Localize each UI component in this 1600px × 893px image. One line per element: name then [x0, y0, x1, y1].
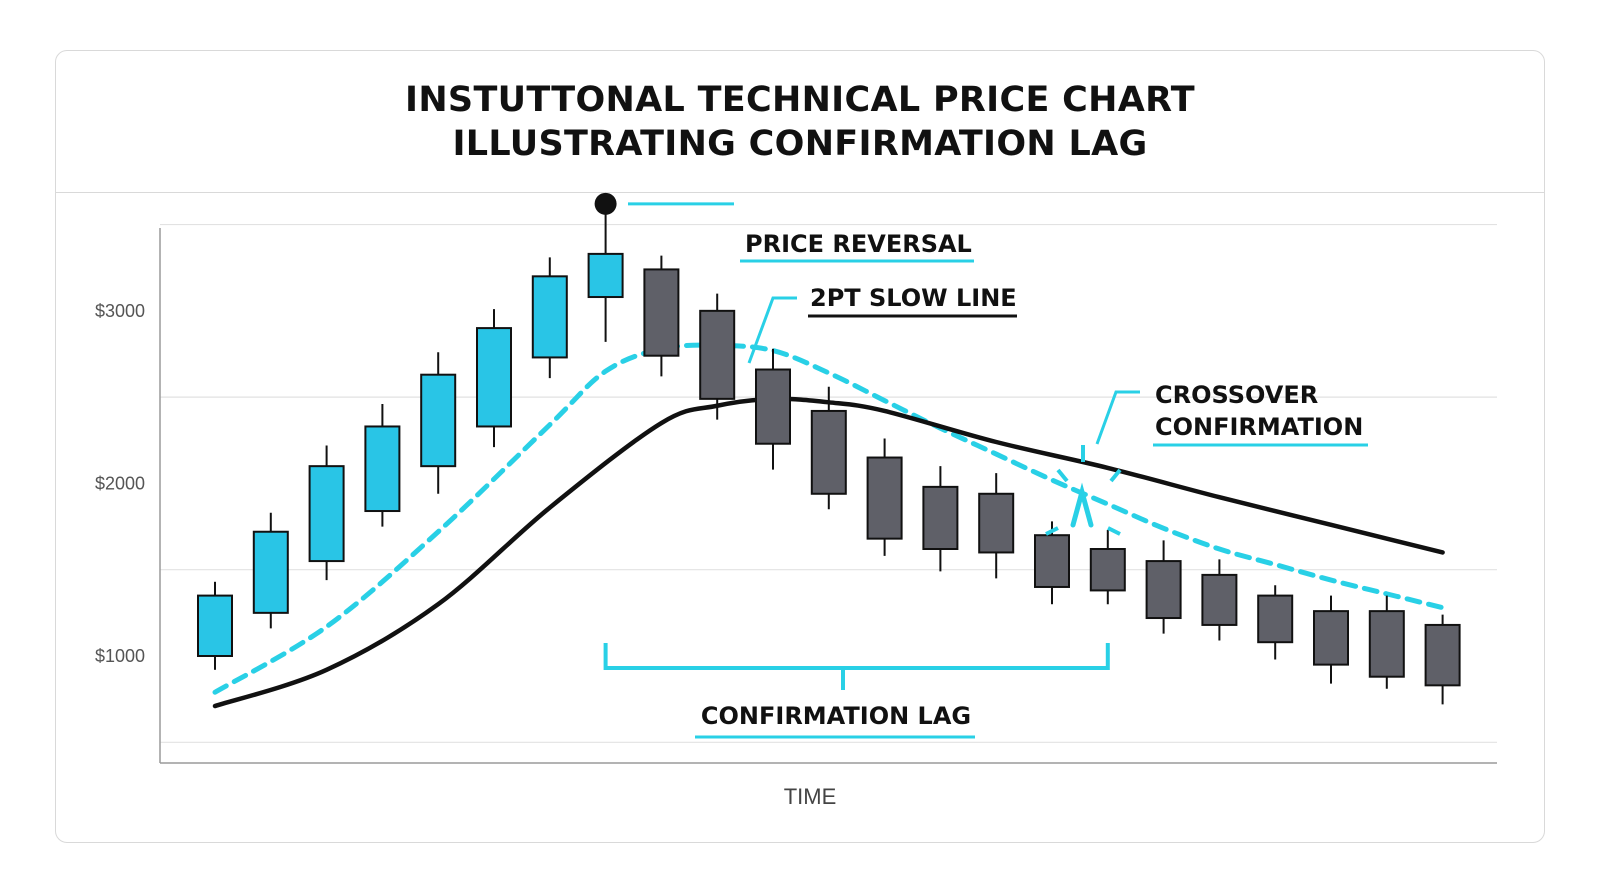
candle-bullish [308, 445, 345, 581]
candle-bearish [866, 438, 903, 556]
candle-bearish [978, 473, 1015, 579]
candle-bearish [1313, 595, 1349, 684]
candle-body [643, 268, 680, 357]
crossover-leader [1095, 390, 1140, 445]
axes [159, 228, 1497, 764]
candle-bearish [1034, 521, 1070, 605]
candle-body [978, 492, 1015, 554]
candle-bearish [699, 293, 736, 420]
confirmation-lag-label: CONFIRMATION LAG [701, 702, 971, 730]
candle-bearish [1424, 614, 1461, 705]
moving-average-lines [212, 342, 1446, 709]
candle-bullish [531, 257, 568, 379]
candle-body [531, 275, 568, 359]
crossover-ray [1045, 526, 1059, 536]
candle-body [866, 456, 903, 540]
candle-body [922, 485, 959, 551]
candlesticks [197, 209, 1461, 705]
crossover-ray [1107, 526, 1121, 536]
candle-body [364, 425, 401, 513]
slow-line-leader [747, 296, 797, 364]
y-tick-label: $2000 [95, 473, 145, 493]
annotations: PRICE REVERSAL 2PT SLOW LINE CROSSOVER CONF… [594, 192, 1368, 739]
candle-bullish [420, 352, 457, 494]
candle-bearish [1201, 559, 1238, 641]
y-tick-label: $3000 [95, 301, 145, 321]
candle-bearish [1145, 540, 1182, 634]
chart-title-line-2: ILLUSTRATING CONFIRMATION LAG [452, 123, 1148, 164]
candle-body [587, 252, 624, 299]
candle-body [1368, 610, 1405, 678]
candle-body [1424, 623, 1461, 687]
candle-bearish [643, 255, 680, 377]
y-tick-label: $1000 [95, 646, 145, 666]
candle-bearish [1257, 585, 1294, 660]
candle-body [1089, 548, 1126, 592]
candle-body [476, 327, 512, 428]
crossover-ray [1109, 468, 1122, 483]
price-reversal-marker [594, 192, 617, 215]
candle-bearish [1089, 530, 1126, 605]
candle-bearish [1368, 595, 1405, 689]
crossover-ray [1056, 468, 1069, 483]
crossover-label: CROSSOVER [1155, 381, 1318, 409]
candle-body [810, 409, 847, 495]
candle-body [420, 373, 457, 468]
candle-body [308, 465, 345, 563]
candle-body [1145, 560, 1182, 620]
candle-body [1034, 534, 1070, 588]
candle-bearish [810, 386, 847, 510]
candle-bullish [587, 209, 624, 342]
candle-body [755, 368, 791, 445]
candle-bullish [364, 404, 401, 527]
y-tick-labels: $1000 $2000 $3000 [95, 301, 145, 666]
crossover-marker [1070, 482, 1094, 528]
confirmation-label: CONFIRMATION [1155, 413, 1363, 441]
candle-body [1201, 573, 1238, 626]
title-bar: INSTUTTONAL TECHNICAL PRICE CHART ILLUST… [56, 51, 1544, 193]
slow-line-label: 2PT SLOW LINE [810, 284, 1017, 312]
slow-moving-average-line [212, 396, 1445, 709]
candle-bullish [197, 581, 233, 670]
confirmation-lag-bracket [603, 643, 1110, 670]
candle-body [1257, 594, 1294, 644]
candle-body [699, 309, 736, 400]
candle-body [1313, 610, 1349, 666]
fast-moving-average-line [212, 342, 1446, 695]
price-reversal-label: PRICE REVERSAL [745, 230, 972, 258]
candle-bullish [476, 309, 512, 448]
candle-bearish [922, 466, 959, 572]
candle-body [197, 594, 233, 658]
chart-title-line-1: INSTUTTONAL TECHNICAL PRICE CHART [405, 79, 1195, 120]
candle-body [252, 530, 289, 614]
candle-bearish [755, 348, 791, 470]
candle-bullish [252, 512, 289, 629]
x-axis-title: TIME [784, 784, 837, 809]
